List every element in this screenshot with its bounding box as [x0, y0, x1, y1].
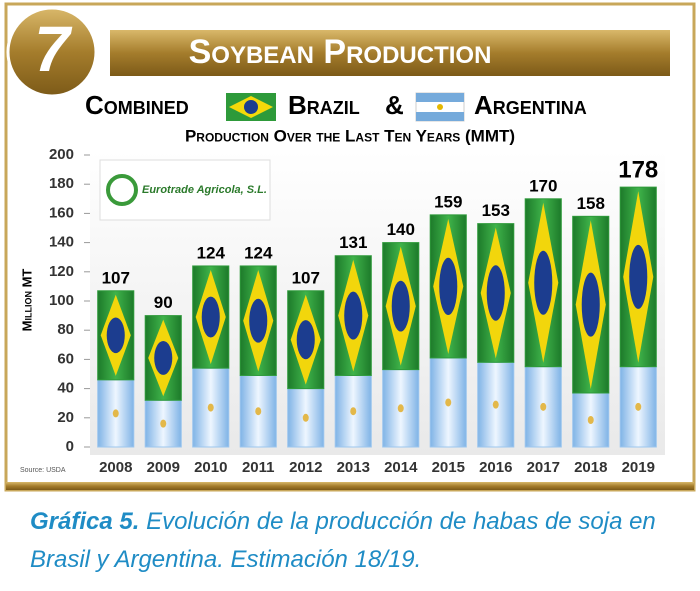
flag-globe: [201, 296, 220, 338]
total-label: 107: [292, 268, 320, 287]
series-name: Brazil: [288, 90, 360, 120]
y-tick-label: 120: [49, 263, 74, 280]
flag-sun: [397, 404, 404, 413]
chart: 7 Soybean Production Combined Brazil & A…: [4, 2, 696, 492]
flag-sun: [350, 407, 357, 416]
flag-globe: [344, 291, 363, 340]
y-tick-label: 40: [57, 380, 74, 397]
badge: [6, 6, 98, 98]
x-tick-label: 2009: [147, 459, 180, 476]
brazil-flag: [226, 93, 276, 121]
total-label: 140: [387, 220, 415, 239]
total-label: 178: [618, 156, 658, 183]
x-tick-label: 2017: [527, 459, 560, 476]
total-label: 124: [197, 243, 226, 262]
flag-sun: [112, 409, 119, 418]
argentina-flag: [415, 92, 465, 122]
x-tick-label: 2012: [289, 459, 322, 476]
y-tick-label: 0: [66, 438, 74, 455]
flag-globe: [581, 272, 600, 337]
total-label: 158: [577, 194, 605, 213]
flag-sun: [255, 407, 262, 416]
flag-sun: [302, 413, 309, 422]
flag-globe: [106, 317, 125, 354]
series-name: Argentina: [474, 90, 587, 120]
y-tick-label: 160: [49, 204, 74, 221]
y-tick-label: 180: [49, 175, 74, 192]
x-tick-label: 2010: [194, 459, 227, 476]
total-label: 159: [434, 192, 462, 211]
flag-globe: [296, 320, 315, 360]
subtitle-join: &: [385, 90, 404, 120]
flag-sun: [587, 415, 594, 424]
badge-text: 7: [34, 13, 73, 85]
bottom-band: [6, 482, 694, 490]
y-tick-label: 80: [57, 321, 74, 338]
y-tick-label: 100: [49, 292, 74, 309]
flag-sun: [160, 419, 167, 428]
y-axis-label: Million MT: [19, 269, 34, 332]
source: Source: USDA: [20, 467, 66, 474]
total-label: 124: [244, 243, 273, 262]
flag-globe: [534, 250, 553, 315]
title-banner: [110, 30, 670, 76]
logo-icon: [106, 174, 138, 206]
x-tick-label: 2011: [242, 459, 275, 476]
y-tick-label: 140: [49, 234, 74, 251]
total-label: 153: [482, 201, 510, 220]
x-tick-label: 2019: [622, 459, 655, 476]
flag-globe: [154, 341, 173, 375]
flag-sun: [492, 400, 499, 409]
logo-text: Eurotrade Agricola, S.L.: [142, 184, 267, 196]
chart-title: Soybean Production: [189, 33, 492, 71]
flag-globe: [391, 280, 410, 332]
flag-globe: [486, 265, 505, 321]
flag-sun: [635, 402, 642, 411]
flag-globe: [249, 298, 268, 343]
x-tick-label: 2014: [384, 459, 418, 476]
caption: Gráfica 5. Evolución de la producción de…: [30, 503, 690, 579]
total-label: 131: [339, 233, 367, 252]
y-tick-label: 20: [57, 409, 74, 426]
flag-globe: [439, 257, 458, 316]
chart-subtitle: Production Over the Last Ten Years (MMT): [185, 126, 515, 145]
y-tick-label: 60: [57, 350, 74, 367]
caption-text: Evolución de la producción de habas de s…: [30, 508, 656, 573]
x-tick-label: 2016: [479, 459, 512, 476]
flag-globe: [629, 244, 648, 309]
total-label: 170: [529, 176, 557, 195]
x-tick-label: 2008: [99, 459, 132, 476]
flag-sun: [445, 398, 452, 407]
flag-sun: [207, 403, 214, 412]
x-tick-label: 2013: [337, 459, 370, 476]
caption-label: Gráfica 5.: [30, 508, 140, 535]
subtitle-lead: Combined: [85, 90, 189, 120]
x-tick-label: 2018: [574, 459, 607, 476]
logo-box: [99, 159, 271, 221]
total-label: 90: [154, 293, 173, 312]
x-tick-label: 2015: [432, 459, 465, 476]
flag-sun: [540, 402, 547, 411]
total-label: 107: [102, 268, 130, 287]
y-tick-label: 200: [49, 146, 74, 163]
